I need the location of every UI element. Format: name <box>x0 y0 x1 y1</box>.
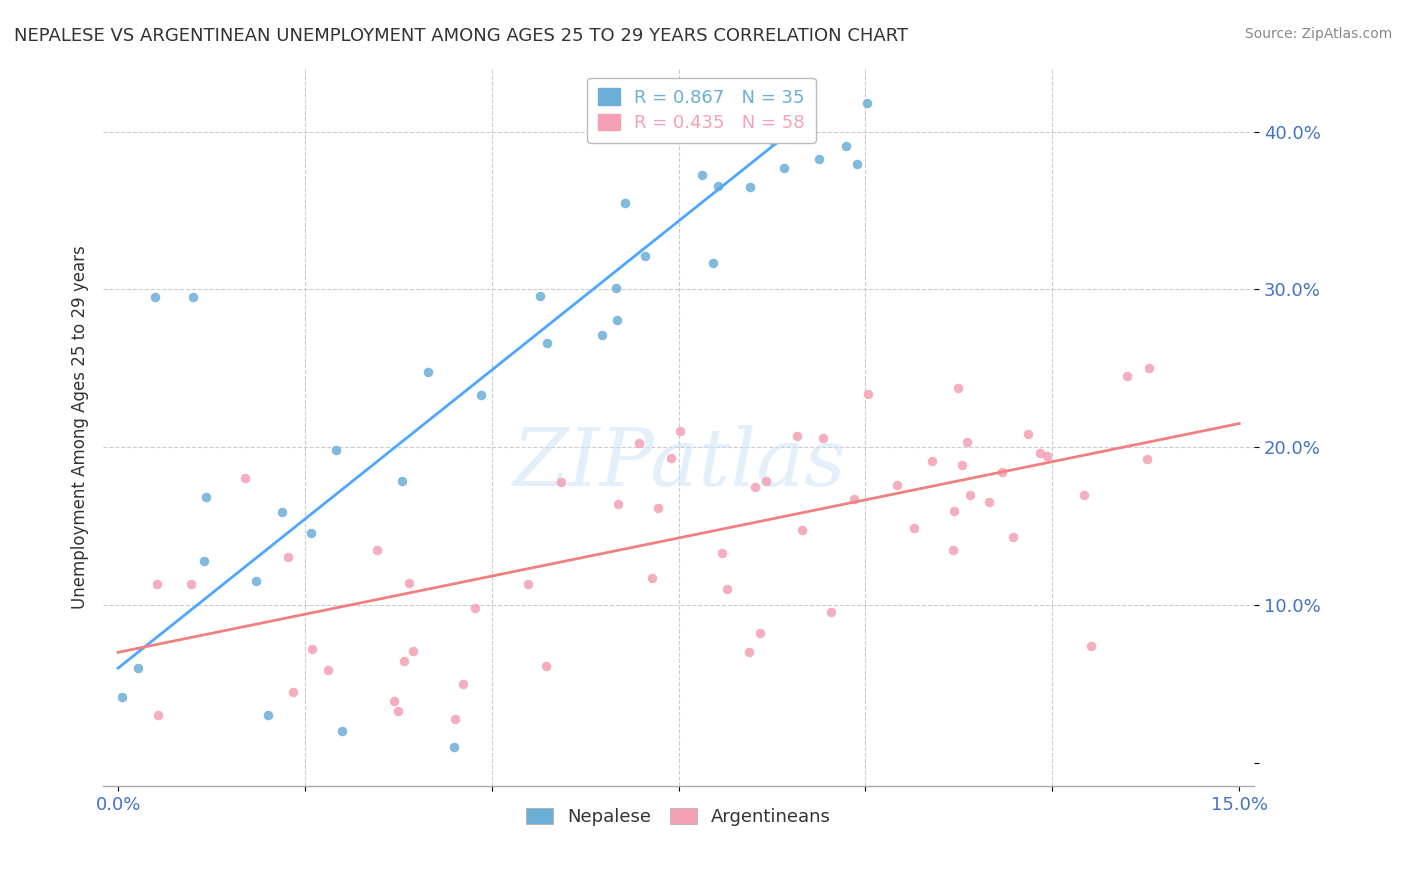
Point <box>955 434 977 449</box>
Point <box>127 661 149 675</box>
Point <box>398 575 420 590</box>
Point <box>950 458 973 472</box>
Point <box>979 495 1001 509</box>
Point <box>591 328 613 343</box>
Point <box>702 256 724 270</box>
Point <box>1116 369 1139 384</box>
Text: ZIPatlas: ZIPatlas <box>512 425 845 502</box>
Point <box>536 335 558 350</box>
Point <box>808 153 831 167</box>
Text: NEPALESE VS ARGENTINEAN UNEMPLOYMENT AMONG AGES 25 TO 29 YEARS CORRELATION CHART: NEPALESE VS ARGENTINEAN UNEMPLOYMENT AMO… <box>14 27 908 45</box>
Point <box>387 704 409 718</box>
Point <box>762 134 785 148</box>
Point <box>382 694 405 708</box>
Point <box>256 708 278 723</box>
Point <box>366 543 388 558</box>
Point <box>948 382 970 396</box>
Point <box>903 521 925 535</box>
Point <box>744 480 766 494</box>
Point <box>464 601 486 615</box>
Point <box>1073 487 1095 501</box>
Point <box>606 498 628 512</box>
Point <box>1080 639 1102 653</box>
Point <box>1136 451 1159 466</box>
Point <box>786 429 808 443</box>
Point <box>738 180 761 194</box>
Point <box>529 289 551 303</box>
Point <box>271 505 294 519</box>
Point <box>233 471 256 485</box>
Point <box>1036 449 1059 463</box>
Point <box>801 118 824 132</box>
Point <box>690 168 713 182</box>
Point <box>330 724 353 739</box>
Point <box>392 654 415 668</box>
Point <box>613 196 636 211</box>
Point <box>669 424 692 438</box>
Point <box>146 707 169 722</box>
Y-axis label: Unemployment Among Ages 25 to 29 years: Unemployment Among Ages 25 to 29 years <box>72 245 89 609</box>
Point <box>792 523 814 537</box>
Point <box>647 500 669 515</box>
Point <box>145 290 167 304</box>
Point <box>550 475 572 489</box>
Point <box>470 388 492 402</box>
Point <box>606 313 628 327</box>
Point <box>921 453 943 467</box>
Point <box>517 577 540 591</box>
Point <box>180 577 202 591</box>
Point <box>856 95 879 110</box>
Point <box>146 576 169 591</box>
Point <box>443 712 465 726</box>
Point <box>834 139 856 153</box>
Point <box>886 478 908 492</box>
Point <box>418 366 440 380</box>
Point <box>534 658 557 673</box>
Point <box>325 442 347 457</box>
Point <box>749 626 772 640</box>
Point <box>634 249 657 263</box>
Point <box>1139 361 1161 376</box>
Point <box>738 645 761 659</box>
Point <box>277 549 299 564</box>
Point <box>959 488 981 502</box>
Point <box>991 465 1014 479</box>
Point <box>443 739 465 754</box>
Point <box>844 492 866 507</box>
Point <box>283 684 305 698</box>
Text: Source: ZipAtlas.com: Source: ZipAtlas.com <box>1244 27 1392 41</box>
Point <box>628 436 651 450</box>
Point <box>640 571 662 585</box>
Point <box>316 663 339 677</box>
Point <box>194 490 217 504</box>
Point <box>605 281 627 295</box>
Legend: Nepalese, Argentineans: Nepalese, Argentineans <box>517 798 841 835</box>
Point <box>846 157 869 171</box>
Point <box>773 161 796 175</box>
Point <box>111 690 134 704</box>
Point <box>820 605 842 619</box>
Point <box>1002 530 1025 544</box>
Point <box>711 546 734 560</box>
Point <box>193 554 215 568</box>
Point <box>402 644 425 658</box>
Point <box>942 543 965 558</box>
Point <box>716 582 738 596</box>
Point <box>181 290 204 304</box>
Point <box>707 178 730 193</box>
Point <box>299 526 322 541</box>
Point <box>755 474 778 488</box>
Point <box>391 474 413 488</box>
Point <box>856 387 879 401</box>
Point <box>943 504 966 518</box>
Point <box>301 642 323 657</box>
Point <box>1028 446 1050 460</box>
Point <box>661 450 683 465</box>
Point <box>1017 427 1039 442</box>
Point <box>453 677 475 691</box>
Point <box>813 431 835 445</box>
Point <box>723 127 745 141</box>
Point <box>245 574 267 589</box>
